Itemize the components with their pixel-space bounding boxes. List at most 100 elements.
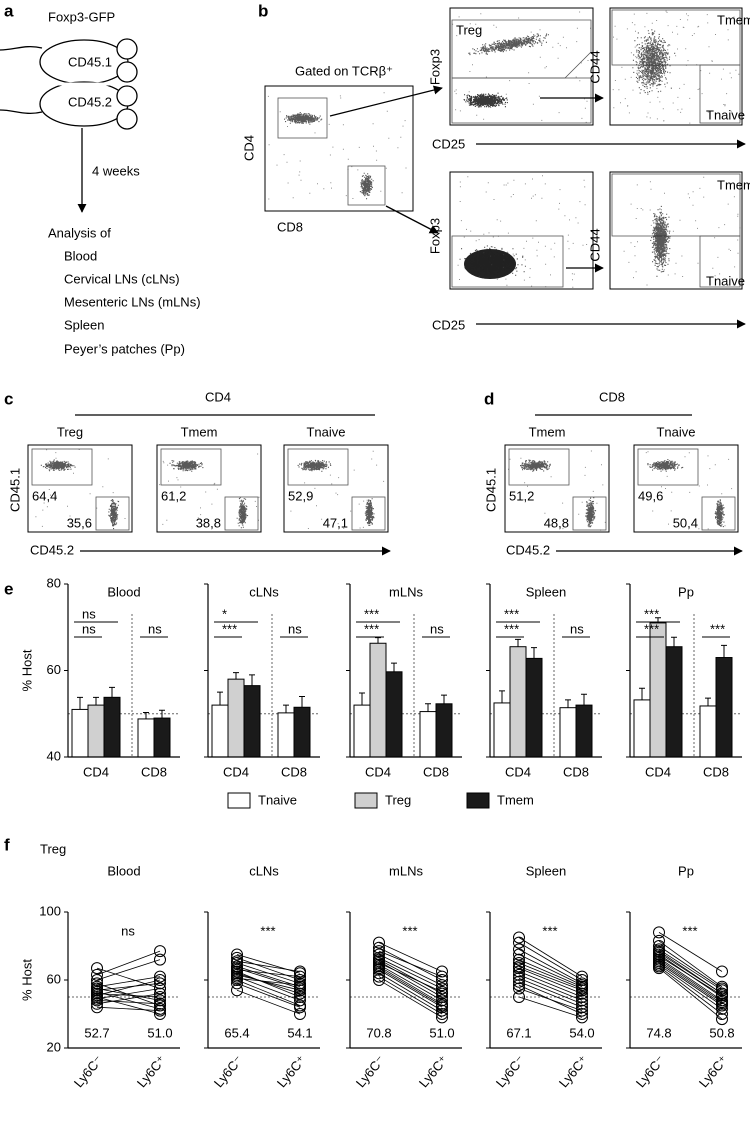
point [576, 974, 588, 986]
pair-line [518, 988, 583, 1011]
pair-line [96, 1000, 161, 1005]
error-bar [375, 637, 381, 644]
plot-title: Tmem [529, 424, 566, 439]
point [91, 977, 103, 990]
significance-label: *** [644, 621, 659, 636]
significance-label: ns [148, 621, 162, 636]
pair-line [518, 962, 583, 989]
significance-label: *** [504, 606, 519, 621]
point [576, 1001, 588, 1014]
mouse-label: CD45.1 [68, 54, 112, 69]
point [373, 963, 385, 976]
pair-line [518, 977, 583, 1005]
point [294, 974, 306, 986]
gate [637, 448, 699, 486]
pair-line [658, 967, 723, 1020]
pair-line [236, 966, 301, 988]
significance-label: *** [402, 923, 417, 938]
y-tick-label: 100 [39, 903, 61, 918]
event-cloud [364, 498, 375, 526]
pair-line [378, 957, 443, 989]
y-axis-label: % Host [19, 649, 34, 691]
arrow [385, 205, 439, 234]
pair-line [236, 957, 301, 981]
error-bar [93, 696, 99, 706]
bar [369, 642, 387, 758]
error-bar [391, 662, 397, 672]
pair-line [96, 996, 161, 1015]
point [436, 1008, 448, 1020]
error-bar [77, 696, 83, 710]
pair-line [378, 969, 443, 1008]
point [373, 945, 385, 958]
point [436, 994, 448, 1007]
gate-label: Tnaive [706, 273, 745, 288]
pair-line [96, 988, 161, 1000]
chart-title: Pp [678, 863, 694, 878]
panel-letter: b [258, 1, 268, 20]
point [154, 974, 166, 986]
point [576, 997, 588, 1010]
chart-title: Pp [678, 584, 694, 599]
point [716, 999, 728, 1012]
error-bar [159, 709, 165, 719]
pair-line [378, 942, 443, 972]
point [513, 972, 525, 985]
pair-line [658, 957, 723, 1001]
point [513, 965, 525, 978]
bar [633, 699, 651, 758]
point [231, 974, 243, 986]
x-tick-label: CD8 [141, 764, 167, 779]
axis-label: CD25 [432, 136, 465, 151]
flow-plot [156, 444, 262, 533]
bar [71, 708, 89, 758]
point [294, 984, 306, 997]
flow-plot [609, 171, 743, 290]
significance-label: *** [710, 621, 725, 636]
gate [287, 448, 349, 486]
pair-line [658, 959, 723, 1003]
chart-title: Blood [107, 863, 140, 878]
gate-label: Tmem [717, 12, 750, 27]
axis-label: CD45.2 [506, 542, 550, 557]
pair-line [658, 952, 723, 994]
axis-label: CD25 [432, 317, 465, 332]
x-tick-label: Ly6C⁺ [134, 1052, 169, 1090]
event-cloud [647, 459, 684, 472]
point [576, 987, 588, 1000]
point [513, 962, 525, 975]
pair-line [236, 972, 301, 994]
chart-title: cLNs [249, 863, 279, 878]
bar [665, 646, 683, 758]
legend-label: Treg [385, 792, 411, 807]
bar [153, 717, 171, 758]
x-tick-label: CD4 [505, 764, 531, 779]
mean-label: 65.4 [224, 1025, 249, 1040]
point [436, 965, 448, 978]
event-cloud [267, 92, 407, 200]
bar [87, 704, 105, 758]
flow-plot [504, 444, 610, 533]
bar [525, 657, 543, 758]
event-cloud [650, 205, 671, 277]
point [436, 974, 448, 986]
pair-line [236, 969, 301, 977]
x-tick-label: CD8 [563, 764, 589, 779]
point [91, 1001, 103, 1014]
error-bar [515, 638, 521, 647]
bar [293, 706, 311, 758]
x-tick-label: Ly6C⁻ [353, 1052, 388, 1090]
mean-label: 51.0 [429, 1025, 454, 1040]
pair-line [378, 976, 443, 1015]
gate-percent: 52,9 [288, 488, 313, 503]
chart-title: Spleen [526, 863, 566, 878]
point [231, 957, 243, 969]
error-bar [143, 711, 149, 719]
axis-label: CD4 [241, 135, 256, 161]
pair-line [96, 988, 161, 1001]
point [653, 934, 665, 947]
pair-line [236, 960, 301, 972]
pair-line [236, 954, 301, 974]
point [436, 991, 448, 1003]
gate-percent: 64,4 [32, 488, 57, 503]
